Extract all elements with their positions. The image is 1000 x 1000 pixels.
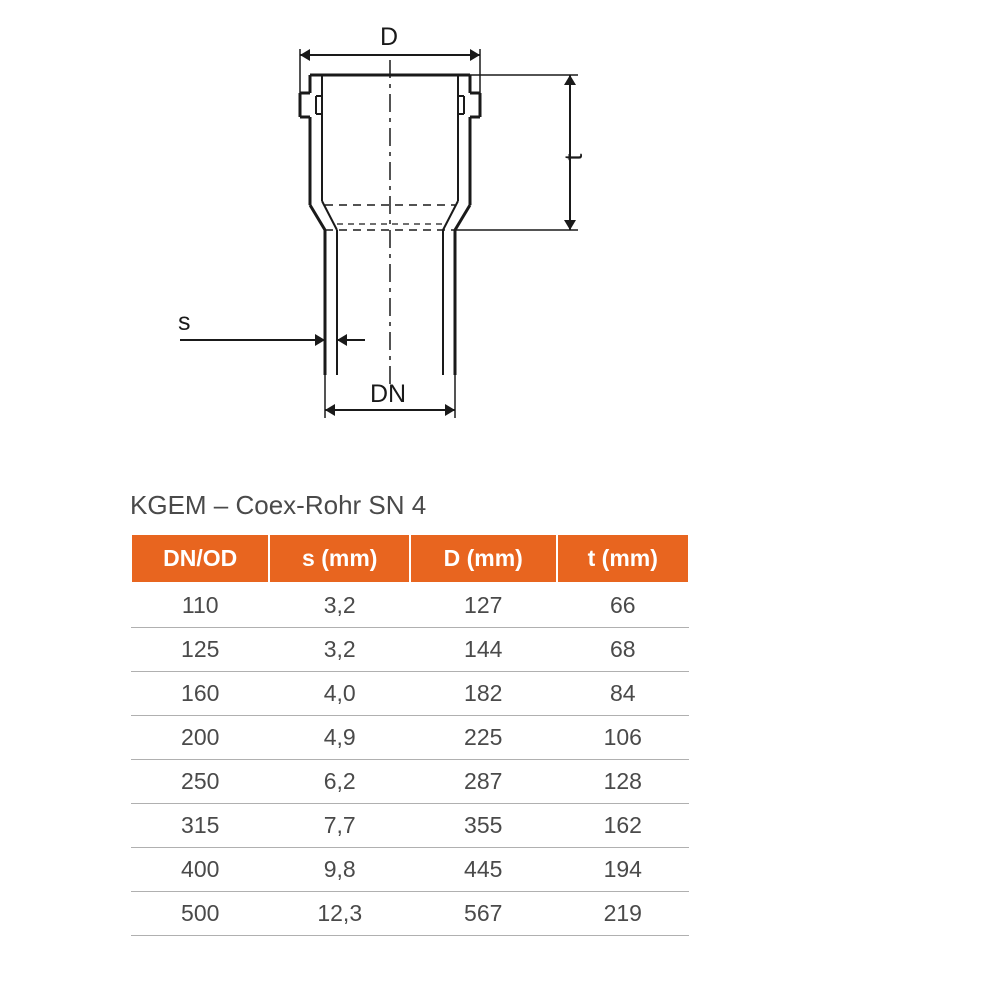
table-cell: 6,2 — [269, 760, 410, 804]
svg-text:DN: DN — [370, 380, 406, 408]
table-row: 1604,018284 — [131, 672, 689, 716]
table-cell: 9,8 — [269, 848, 410, 892]
table-cell: 144 — [410, 628, 557, 672]
column-header: s (mm) — [269, 534, 410, 583]
table-cell: 68 — [557, 628, 690, 672]
table-cell: 315 — [131, 804, 269, 848]
pipe-drawing: Dt s DN — [150, 20, 650, 450]
table-row: 50012,3567219 — [131, 892, 689, 936]
table-row: 4009,8445194 — [131, 848, 689, 892]
table-cell: 250 — [131, 760, 269, 804]
spec-table-area: KGEM – Coex-Rohr SN 4 DN/ODs (mm)D (mm)t… — [130, 490, 690, 936]
table-cell: 182 — [410, 672, 557, 716]
table-row: 2506,2287128 — [131, 760, 689, 804]
table-cell: 162 — [557, 804, 690, 848]
table-row: 1253,214468 — [131, 628, 689, 672]
table-cell: 567 — [410, 892, 557, 936]
table-cell: 128 — [557, 760, 690, 804]
table-row: 3157,7355162 — [131, 804, 689, 848]
table-row: 2004,9225106 — [131, 716, 689, 760]
table-cell: 84 — [557, 672, 690, 716]
table-cell: 4,0 — [269, 672, 410, 716]
table-cell: 125 — [131, 628, 269, 672]
table-cell: 3,2 — [269, 583, 410, 628]
svg-text:s: s — [178, 308, 191, 336]
table-cell: 4,9 — [269, 716, 410, 760]
table-cell: 219 — [557, 892, 690, 936]
spec-table: DN/ODs (mm)D (mm)t (mm) 1103,2127661253,… — [130, 533, 690, 936]
table-cell: 160 — [131, 672, 269, 716]
table-cell: 7,7 — [269, 804, 410, 848]
table-cell: 225 — [410, 716, 557, 760]
table-cell: 12,3 — [269, 892, 410, 936]
table-cell: 66 — [557, 583, 690, 628]
column-header: D (mm) — [410, 534, 557, 583]
table-cell: 445 — [410, 848, 557, 892]
table-row: 1103,212766 — [131, 583, 689, 628]
table-cell: 194 — [557, 848, 690, 892]
table-cell: 200 — [131, 716, 269, 760]
column-header: t (mm) — [557, 534, 690, 583]
table-cell: 400 — [131, 848, 269, 892]
table-cell: 110 — [131, 583, 269, 628]
table-cell: 106 — [557, 716, 690, 760]
table-cell: 127 — [410, 583, 557, 628]
table-cell: 355 — [410, 804, 557, 848]
column-header: DN/OD — [131, 534, 269, 583]
table-cell: 3,2 — [269, 628, 410, 672]
technical-diagram: Dt s DN — [150, 20, 650, 450]
table-cell: 500 — [131, 892, 269, 936]
table-title: KGEM – Coex-Rohr SN 4 — [130, 490, 690, 521]
svg-text:t: t — [560, 154, 588, 161]
table-cell: 287 — [410, 760, 557, 804]
svg-text:D: D — [380, 23, 398, 51]
